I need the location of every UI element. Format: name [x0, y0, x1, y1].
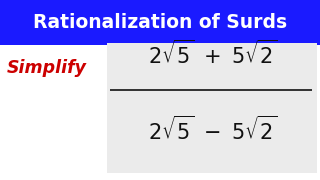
Bar	[107, 43, 317, 173]
Text: Simplify: Simplify	[6, 59, 86, 77]
Bar	[0, 0, 320, 45]
Text: $2\sqrt{5}\ -\ 5\sqrt{2}$: $2\sqrt{5}\ -\ 5\sqrt{2}$	[148, 115, 277, 144]
Text: $2\sqrt{5}\ +\ 5\sqrt{2}$: $2\sqrt{5}\ +\ 5\sqrt{2}$	[148, 40, 277, 68]
Text: Rationalization of Surds: Rationalization of Surds	[33, 13, 287, 32]
